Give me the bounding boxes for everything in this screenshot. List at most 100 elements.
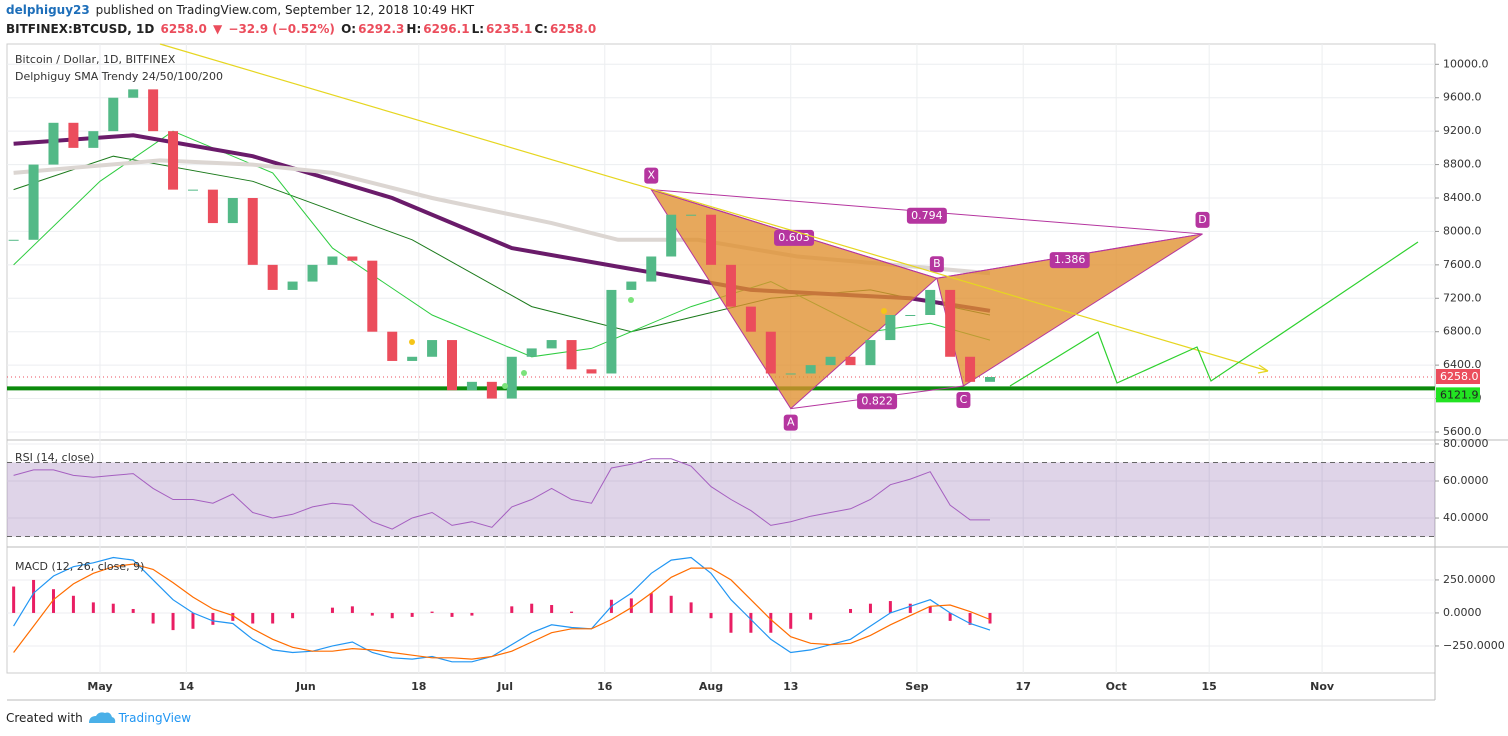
- histogram-bar: [769, 612, 773, 633]
- histogram-bar: [948, 612, 952, 621]
- candle: [367, 260, 378, 332]
- ratio-box: [1049, 252, 1090, 269]
- macd-line: [13, 556, 991, 663]
- histogram-bar: [888, 601, 892, 613]
- histogram-bar: [729, 612, 733, 633]
- candle: [885, 314, 896, 341]
- histogram-bar: [470, 612, 474, 616]
- y-tick-label: 80.0000: [1443, 437, 1489, 450]
- candle: [765, 331, 776, 374]
- candle: [327, 256, 338, 265]
- x-tick-label: Aug: [699, 680, 723, 693]
- point-label: B: [933, 257, 941, 270]
- macd-title: MACD (12, 26, close, 9): [15, 560, 144, 573]
- candle: [466, 381, 477, 391]
- histogram-bar: [191, 612, 195, 629]
- point-box: [929, 256, 944, 273]
- histogram-bar: [928, 606, 932, 613]
- signal-dot: [502, 383, 508, 389]
- point-box: [783, 414, 798, 431]
- y-tick-label: −250.0000: [1443, 639, 1505, 652]
- candle: [407, 356, 418, 361]
- histogram-bar: [789, 612, 793, 629]
- candle: [168, 131, 179, 190]
- candle: [745, 306, 756, 332]
- ratio-label: 0.822: [861, 394, 893, 407]
- candle: [68, 122, 79, 148]
- y-tick-label: 9200.0: [1443, 124, 1482, 137]
- price-label: 6258.0: [1440, 370, 1479, 383]
- histogram-bar: [908, 603, 912, 613]
- candle: [945, 289, 956, 357]
- change-arrow: ▼: [212, 22, 223, 36]
- x-tick-label: Oct: [1106, 680, 1127, 693]
- histogram-bar: [550, 605, 554, 613]
- y-tick-label: 8400.0: [1443, 191, 1482, 204]
- created-with: Created with: [6, 711, 83, 725]
- last-price: 6258.0: [160, 22, 207, 36]
- price-label: 6121.9: [1440, 388, 1479, 401]
- candle: [785, 373, 796, 375]
- y-tick-label: 60.0000: [1443, 474, 1489, 487]
- price-label-box: [1436, 368, 1480, 384]
- macd-line: [13, 563, 991, 660]
- histogram-bar: [91, 602, 95, 613]
- histogram-bar: [131, 608, 135, 613]
- histogram-bar: [291, 612, 295, 619]
- candle: [347, 256, 358, 261]
- published: published on TradingView.com, September …: [95, 3, 475, 17]
- x-tick-label: 15: [1202, 680, 1217, 693]
- ohlc-value: 6296.1: [423, 22, 470, 36]
- candle: [287, 281, 298, 290]
- y-tick-label: 40.0000: [1443, 511, 1489, 524]
- price-label-box: [1436, 387, 1480, 403]
- histogram-bar: [749, 612, 753, 633]
- histogram-bar: [430, 611, 434, 613]
- ratio-box: [857, 393, 898, 410]
- y-tick-label: 6400.0: [1443, 358, 1482, 371]
- x-tick-label: May: [87, 680, 112, 693]
- point-label: D: [1198, 213, 1206, 226]
- ohlc-key: C:: [534, 22, 548, 36]
- candle: [725, 264, 736, 307]
- histogram-bar: [271, 612, 275, 624]
- y-tick-label: 5600.0: [1443, 425, 1482, 438]
- ohlc-key: O:: [341, 22, 357, 36]
- x-tick-label: 13: [783, 680, 798, 693]
- y-tick-label: 6800.0: [1443, 325, 1482, 338]
- histogram-bar: [71, 595, 75, 613]
- chart-title: Bitcoin / Dollar, 1D, BITFINEX: [15, 53, 176, 66]
- x-tick-label: 14: [179, 680, 195, 693]
- candle: [486, 381, 497, 399]
- candle: [865, 340, 876, 366]
- candle: [187, 189, 198, 191]
- x-tick-label: Sep: [905, 680, 928, 693]
- histogram-bar: [649, 593, 653, 613]
- candle: [646, 256, 657, 282]
- symbol: BITFINEX:BTCUSD, 1D: [6, 22, 155, 36]
- histogram-bar: [51, 589, 55, 613]
- candle: [447, 340, 458, 391]
- point-label: X: [647, 169, 655, 182]
- symbol-line: BITFINEX:BTCUSD, 1D 6258.0 ▼ −32.9 (−0.5…: [6, 22, 600, 36]
- footer: Created with TradingView: [6, 711, 193, 725]
- histogram-bar: [809, 612, 813, 620]
- histogram-bar: [629, 598, 633, 613]
- histogram-bar: [988, 612, 992, 624]
- ratio-label: 0.794: [911, 209, 943, 222]
- histogram-bar: [570, 611, 574, 613]
- rsi-title: RSI (14, close): [15, 451, 94, 464]
- x-tick-label: Nov: [1310, 680, 1335, 693]
- brand[interactable]: TradingView: [118, 711, 192, 725]
- histogram-bar: [530, 603, 534, 613]
- candle: [686, 214, 697, 216]
- author[interactable]: delphiguy23: [6, 3, 90, 17]
- rsi-band: [7, 462, 1435, 537]
- y-tick-label: 8000.0: [1443, 224, 1482, 237]
- trendline: [159, 43, 1269, 372]
- y-tick-label: 7200.0: [1443, 291, 1482, 304]
- candle: [606, 289, 617, 374]
- rsi-line: [13, 458, 990, 530]
